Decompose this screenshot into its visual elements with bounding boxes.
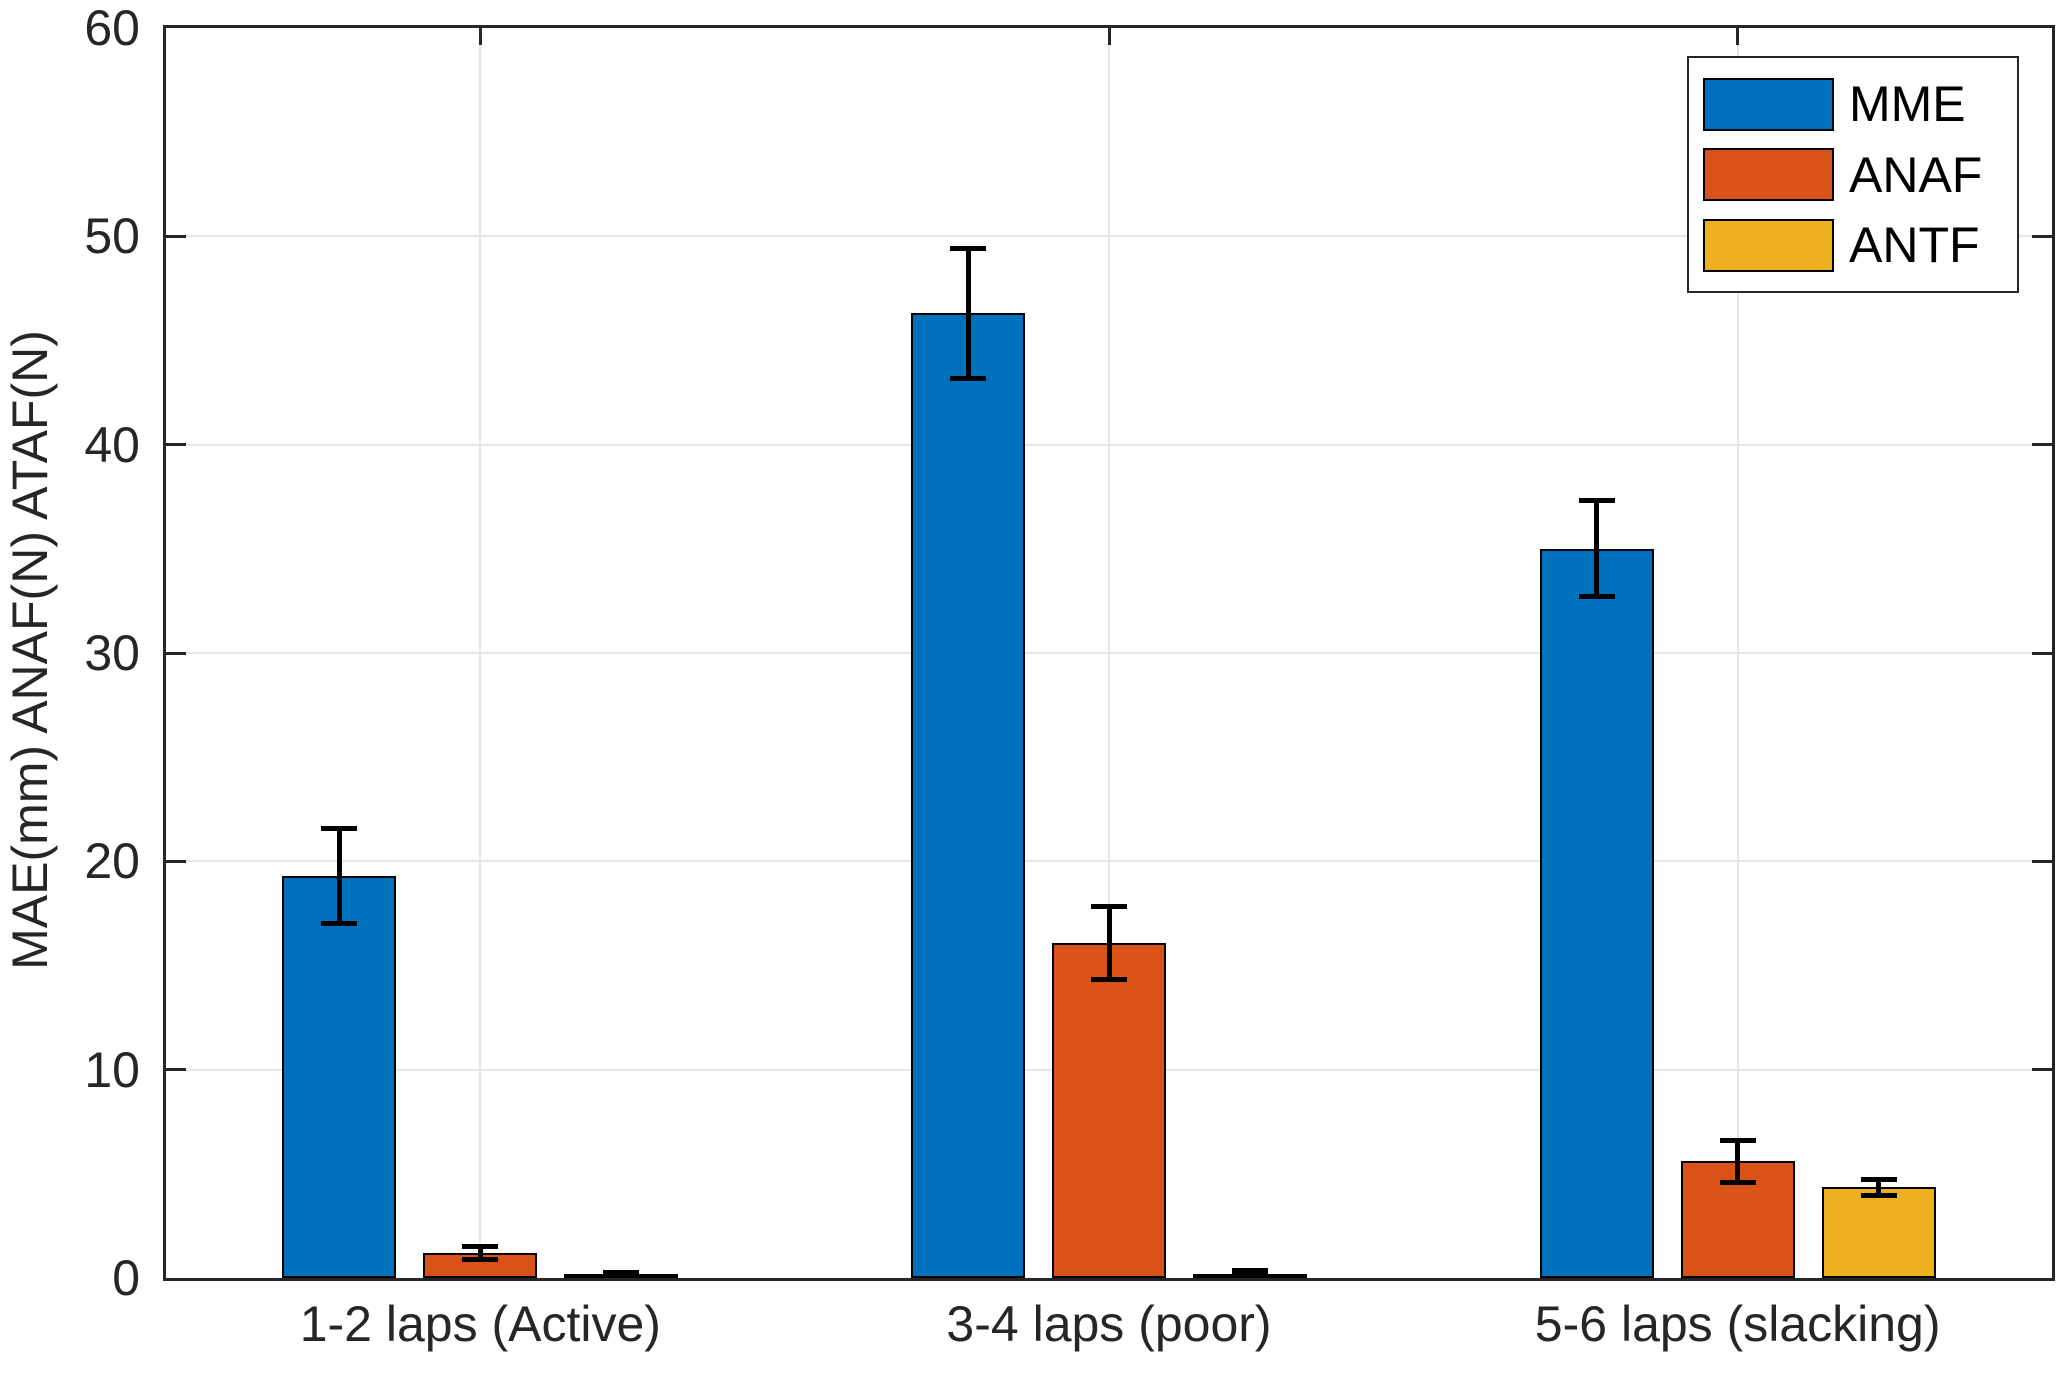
x-category-label: 3-4 laps (poor): [946, 1296, 1272, 1352]
error-bar-cap: [950, 375, 986, 381]
vertical-gridline: [479, 28, 482, 1278]
error-bar-cap: [1578, 498, 1615, 504]
top-tick-mark: [478, 28, 482, 45]
error-bar-line: [477, 1246, 483, 1260]
left-tick-mark: [166, 1068, 186, 1072]
left-tick-mark: [166, 859, 186, 863]
y-tick-label: 40: [84, 416, 140, 473]
left-tick-mark: [166, 234, 186, 238]
error-bar-cap: [1860, 1176, 1897, 1182]
y-tick-label: 10: [84, 1041, 140, 1098]
legend-row: ANAF: [1703, 148, 2017, 202]
legend-swatch-mme: [1703, 77, 1834, 131]
left-tick-mark: [166, 443, 186, 447]
legend-swatch-antf: [1703, 218, 1834, 272]
error-bar-cap: [1091, 976, 1127, 982]
vertical-gridline: [1108, 28, 1110, 1278]
top-tick-mark: [1736, 28, 1740, 45]
error-bar-cap: [1232, 1268, 1268, 1274]
error-bar-cap: [1091, 903, 1127, 909]
right-tick-mark: [2032, 651, 2052, 655]
x-category-label: 1-2 laps (Active): [299, 1296, 661, 1352]
error-bar-line: [336, 828, 342, 924]
right-tick-mark: [2032, 1068, 2052, 1072]
error-bar-line: [1876, 1179, 1882, 1196]
error-bar-cap: [603, 1273, 640, 1278]
error-bar-line: [1594, 500, 1600, 597]
legend: MME ANAF ANTF: [1687, 56, 2019, 293]
error-bar-cap: [950, 246, 986, 252]
right-tick-mark: [2032, 234, 2052, 238]
error-bar-cap: [1578, 594, 1615, 600]
left-tick-mark: [166, 651, 186, 655]
bar-mme-group2: [911, 313, 1025, 1278]
bar-mme-group1: [282, 875, 397, 1278]
bar-antf-group3: [1821, 1187, 1936, 1278]
legend-row: ANTF: [1703, 218, 2017, 272]
vertical-gridline: [1736, 28, 1739, 1278]
error-bar-line: [965, 248, 971, 378]
y-tick-label: 20: [84, 833, 140, 890]
y-tick-label: 50: [84, 208, 140, 265]
legend-label: ANAF: [1849, 146, 1983, 203]
error-bar-cap: [321, 921, 358, 927]
error-bar-cap: [462, 1256, 499, 1262]
x-category-label: 5-6 laps (slacking): [1534, 1296, 1941, 1352]
right-tick-mark: [2032, 859, 2052, 863]
y-tick-label: 0: [112, 1250, 140, 1306]
error-bar-cap: [321, 825, 358, 831]
top-tick-mark: [1107, 28, 1111, 45]
error-bar-cap: [462, 1244, 499, 1250]
right-tick-mark: [2032, 443, 2052, 447]
error-bar-line: [1106, 906, 1112, 980]
error-bar-cap: [1232, 1273, 1268, 1278]
error-bar-cap: [1860, 1193, 1897, 1199]
error-bar-line: [1735, 1140, 1741, 1183]
legend-label: MME: [1849, 76, 1966, 132]
error-bar-cap: [1719, 1138, 1756, 1143]
legend-swatch-anaf: [1703, 148, 1834, 201]
bar-mme-group3: [1539, 548, 1654, 1278]
y-tick-label: 60: [84, 0, 140, 56]
bar-anaf-group2: [1052, 942, 1166, 1278]
y-tick-label: 30: [84, 625, 140, 681]
error-bar-cap: [603, 1269, 640, 1275]
legend-label: ANTF: [1849, 217, 1980, 273]
legend-row: MME: [1703, 77, 2017, 131]
error-bar-cap: [1719, 1179, 1756, 1185]
